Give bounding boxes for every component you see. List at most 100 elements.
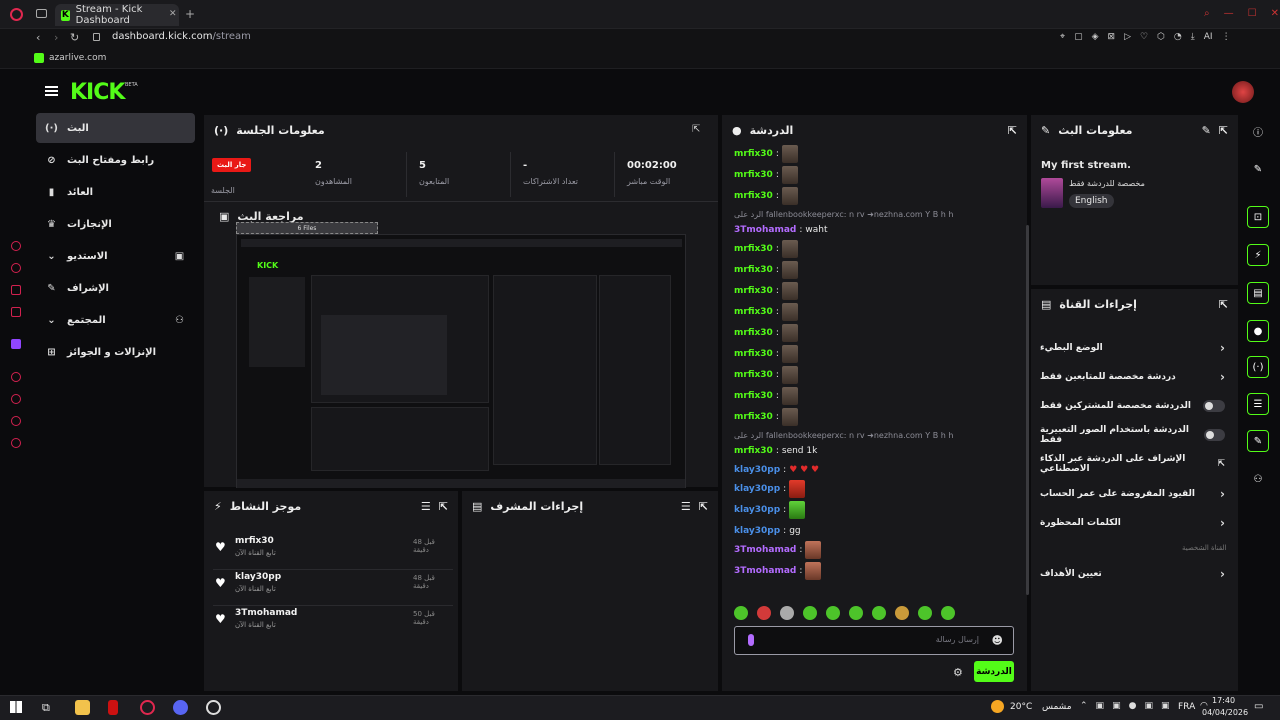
twitch-icon[interactable] [11,339,21,349]
chat-settings-icon[interactable]: ⚙ [953,666,963,679]
opera-sidebar-icon[interactable] [11,394,21,404]
browser-tab[interactable]: K Stream - Kick Dashboard [55,4,179,26]
chat-emote-icon[interactable] [781,282,798,300]
action-slow-mode[interactable]: الوضع البطيء › [1040,335,1225,361]
tab-close-icon[interactable]: ✕ [169,9,177,19]
document-icon[interactable]: ▤ [1247,282,1269,304]
emote-icon[interactable] [826,606,840,620]
chat-emote-icon[interactable] [781,387,798,405]
chat-emote-icon[interactable] [781,303,798,321]
profile-icon[interactable]: ◔ [1173,32,1182,42]
opera-sidebar-icon[interactable] [11,241,21,251]
activity-user[interactable]: 3Tmohamad [235,608,298,618]
wrench-icon[interactable]: ✎ [1247,430,1269,452]
edit-icon[interactable]: ✎ [1253,163,1263,175]
pin-icon[interactable]: ⌖ [1060,32,1066,42]
action-account-age[interactable]: القيود المفروضة على عمر الحساب › [1040,481,1225,507]
chat-input[interactable]: إرسال رسالة ☻ [734,626,1014,655]
action-ai-moderation[interactable]: الإشراف على الدردشة عبر الذكاء الاصطناعي… [1040,451,1225,477]
chat-emote-icon[interactable] [781,145,798,163]
reload-icon[interactable]: ↻ [70,31,80,44]
emoji-icon[interactable]: ☻ [991,634,1003,647]
tray-app-icon[interactable]: ▣ [1144,701,1153,711]
emotes-only-toggle[interactable] [1204,429,1225,441]
emote-icon[interactable] [734,606,748,620]
nav-item-stream[interactable]: (·) البث [36,113,195,143]
expand-icon[interactable]: ⊡ [1247,206,1269,228]
activity-user[interactable]: klay30pp [235,572,282,582]
nav-item-studio[interactable]: ⌄ الاستديو ▣ [36,241,195,271]
chat-username[interactable]: mrfix30 [734,244,773,254]
chat-emote-icon[interactable] [805,541,822,559]
chat-username[interactable]: mrfix30 [734,370,773,380]
heart-icon[interactable]: ♡ [1139,32,1149,42]
nav-item-drops[interactable]: ⊞ الإنزالات و الجوائز [36,337,195,367]
chat-emote-icon[interactable] [781,261,798,279]
vpn-icon[interactable]: ⊠ [1107,32,1116,42]
windows-start-icon[interactable] [10,701,22,713]
emote-icon[interactable] [872,606,886,620]
chat-username[interactable]: mrfix30 [734,265,773,275]
tray-app-icon[interactable]: ▣ [1112,701,1121,711]
snapshot-icon[interactable]: ▢ [1074,32,1083,42]
server-icon[interactable]: ☰ [1247,393,1269,415]
bookmark-azarlive[interactable]: azarlive.com [34,53,106,63]
clock-date[interactable]: 04/04/2026 [1202,708,1249,717]
url-field[interactable]: dashboard.kick.com/stream [112,31,251,42]
edit-icon[interactable]: ✎ [1201,123,1211,137]
menu-icon[interactable]: ⋮ [1221,32,1231,42]
nav-item-community[interactable]: ⌄ المجتمع ⚇ [36,305,195,335]
close-icon[interactable]: ✕ [1270,8,1279,19]
maximize-icon[interactable]: ☐ [1247,8,1257,19]
chat-username[interactable]: mrfix30 [734,328,773,338]
emote-icon[interactable] [803,606,817,620]
emote-icon[interactable] [918,606,932,620]
expand-icon[interactable]: ⇱ [692,124,701,135]
stream-preview-video[interactable]: KICK [236,234,686,488]
subscribers-only-toggle[interactable] [1203,400,1225,412]
nav-item-achievements[interactable]: ♛ الإنجازات [36,209,195,239]
emote-icon[interactable] [941,606,955,620]
expand-icon[interactable]: ⇱ [1007,123,1017,137]
chat-username[interactable]: klay30pp [734,505,781,515]
emote-icon[interactable] [895,606,909,620]
opera-logo-icon[interactable] [10,8,23,21]
filter-icon[interactable]: ☰ [420,499,431,513]
live-icon[interactable]: (·) [1247,356,1269,378]
chat-emote-icon[interactable] [805,562,822,580]
opera-sidebar-icon[interactable] [11,416,21,426]
nav-item-moderation[interactable]: ✎ الإشراف [36,273,195,303]
weather-icon[interactable] [991,700,1004,713]
cube-icon[interactable]: ⬡ [1157,32,1165,42]
bolt-icon[interactable]: ⚡ [1247,244,1269,266]
minimize-icon[interactable]: — [1223,8,1234,19]
nav-item-revenue[interactable]: ▮ العائد [36,177,195,207]
file-explorer-icon[interactable] [75,700,90,715]
chat-emote-icon[interactable] [781,345,798,363]
chat-username[interactable]: mrfix30 [734,149,773,159]
chat-emote-icon[interactable] [781,187,798,205]
clock-time[interactable]: 17:40 [1212,696,1236,705]
chat-username[interactable]: mrfix30 [734,170,773,180]
user-avatar[interactable] [1232,81,1254,103]
chat-username[interactable]: 3Tmohamad [734,566,797,576]
tray-app-icon[interactable]: ▣ [1095,701,1105,711]
mic-icon[interactable] [748,634,754,646]
chat-username[interactable]: mrfix30 [734,286,773,296]
chat-emote-icon[interactable] [781,366,798,384]
chat-send-button[interactable]: الدردشة [974,661,1014,682]
shield-icon[interactable]: ◈ [1091,32,1099,42]
opera-sidebar-icon[interactable] [11,285,21,295]
play-icon[interactable]: ▷ [1124,32,1131,42]
chat-username[interactable]: 3Tmohamad [734,545,797,555]
tray-app-icon[interactable]: ▣ [1160,701,1170,711]
chat-username[interactable]: mrfix30 [734,412,773,422]
info-icon[interactable]: ⓘ [1253,127,1263,139]
hamburger-menu-icon[interactable] [45,86,58,96]
chat-emote-icon[interactable] [789,480,806,498]
filter-icon[interactable]: ☰ [680,499,691,513]
chat-username[interactable]: klay30pp [734,526,781,536]
chat-username[interactable]: mrfix30 [734,191,773,201]
expand-icon[interactable]: ⇱ [1218,297,1228,311]
chat-emote-icon[interactable] [781,408,798,426]
